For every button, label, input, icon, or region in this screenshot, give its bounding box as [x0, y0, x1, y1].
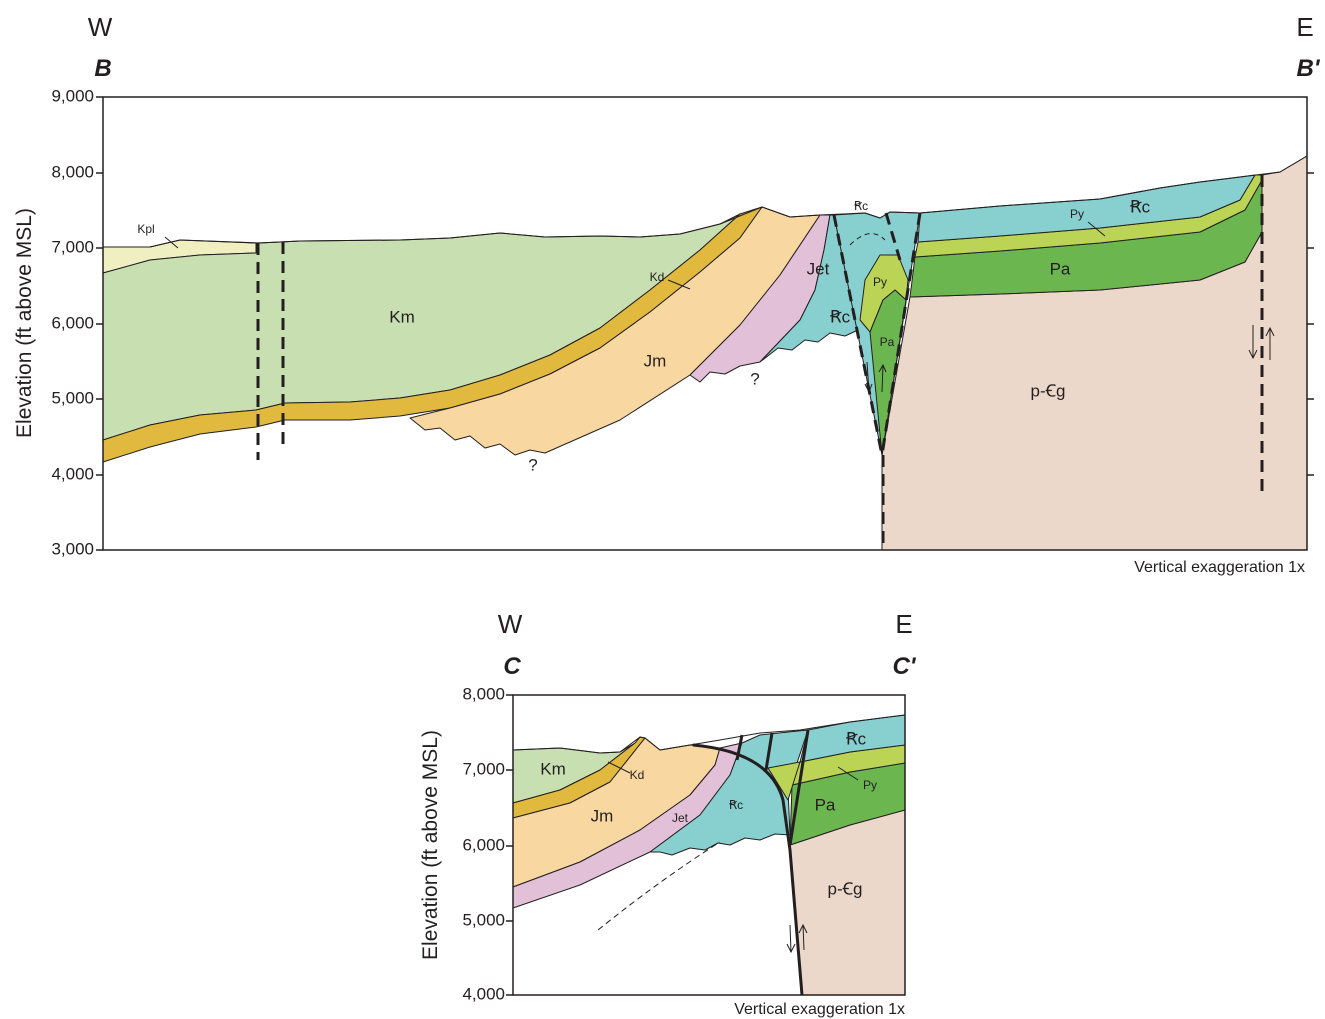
unit-label: Ꞧc	[830, 307, 851, 326]
unit-label: Kd	[650, 270, 665, 284]
unit-label: Pa	[880, 335, 895, 349]
unit-label: p-Ꞓg	[827, 879, 862, 898]
unit-label: Pa	[815, 795, 836, 814]
unit-label: Ꞧc	[1130, 197, 1151, 216]
y-tick-label: 4,000	[51, 464, 94, 483]
unit-label: Py	[1070, 207, 1084, 221]
unit-label: Km	[540, 759, 566, 778]
exaggeration-note: Vertical exaggeration 1x	[734, 1001, 905, 1018]
unit-label: Pa	[1050, 259, 1071, 278]
y-tick-label: 7,000	[462, 759, 505, 778]
section-end: B'	[1296, 55, 1320, 82]
east-label: E	[895, 609, 912, 639]
axis-title: Elevation (ft above MSL)	[13, 208, 36, 438]
section-start: C	[503, 653, 521, 680]
y-tick-label: 3,000	[51, 539, 94, 558]
y-tick-label: 5,000	[462, 910, 505, 929]
section-b: W B E B'	[13, 12, 1321, 576]
unit-label: Ꞧc	[729, 798, 743, 812]
unit-label: Jet	[672, 811, 689, 825]
query-mark: ?	[750, 369, 759, 388]
y-tick-label: 7,000	[51, 237, 94, 256]
unit-label: Ꞧc	[854, 199, 868, 213]
unit-label: p-Ꞓg	[1030, 381, 1065, 400]
section-c: W C E C' 8,000 7,000 6,000 5,000 4,	[419, 609, 917, 1018]
y-tick-label: 6,000	[462, 835, 505, 854]
y-tick-label: 8,000	[462, 684, 505, 703]
y-tick-label: 8,000	[51, 162, 94, 181]
y-tick-label: 9,000	[51, 86, 94, 105]
unit-label: Ꞧc	[846, 729, 867, 748]
unit-label: Kd	[630, 768, 645, 782]
section-end: C'	[892, 653, 916, 680]
west-label: W	[88, 12, 113, 42]
section-start: B	[94, 55, 111, 82]
unit-label: Jm	[644, 351, 667, 370]
west-label: W	[498, 609, 523, 639]
unit-label: Kpl	[137, 222, 154, 236]
unit-label: Km	[389, 307, 415, 326]
y-tick-label: 6,000	[51, 313, 94, 332]
unit-label: Jet	[807, 259, 830, 278]
y-ticks: 8,000 7,000 6,000 5,000 4,000	[462, 684, 513, 1003]
unit-label: Jm	[591, 806, 614, 825]
cross-sections: W B E B'	[0, 0, 1325, 1019]
y-tick-label: 5,000	[51, 388, 94, 407]
axis-title: Elevation (ft above MSL)	[419, 730, 442, 960]
y-tick-label: 4,000	[462, 984, 505, 1003]
query-mark: ?	[528, 455, 537, 474]
east-label: E	[1296, 12, 1313, 42]
unit-label: Py	[863, 778, 877, 792]
unit-label: Py	[873, 275, 887, 289]
exaggeration-note: Vertical exaggeration 1x	[1134, 559, 1305, 576]
